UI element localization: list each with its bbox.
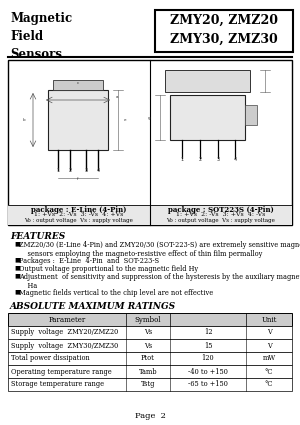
Bar — [8, 313, 292, 326]
Bar — [8, 352, 292, 365]
Bar — [150, 205, 292, 225]
Text: g: g — [148, 116, 151, 119]
Text: °C: °C — [265, 368, 273, 376]
Text: f: f — [77, 177, 79, 181]
Text: V: V — [267, 329, 272, 337]
Text: package : E-Line (4-Pin): package : E-Line (4-Pin) — [31, 206, 127, 214]
Text: Unit: Unit — [261, 315, 277, 323]
Text: ■: ■ — [14, 273, 20, 278]
Text: 1: 1 — [180, 157, 184, 162]
Text: b: b — [23, 118, 26, 122]
Text: 3: 3 — [84, 168, 88, 173]
Text: e: e — [124, 118, 127, 122]
Bar — [165, 70, 250, 92]
Text: 1: +Vs  2: -Vs  3: -Vs  4: +Vs: 1: +Vs 2: -Vs 3: -Vs 4: +Vs — [34, 212, 124, 217]
Text: -65 to +150: -65 to +150 — [188, 380, 228, 388]
Text: ZMZ20/30 (E-Line 4-Pin) and ZMY20/30 (SOT-223-S) are extremely sensitive magneti: ZMZ20/30 (E-Line 4-Pin) and ZMY20/30 (SO… — [19, 241, 300, 258]
Text: Output voltage proportional to the magnetic field Hy: Output voltage proportional to the magne… — [19, 265, 198, 273]
Text: FEATURES: FEATURES — [10, 232, 65, 241]
Text: 15: 15 — [204, 342, 212, 349]
Bar — [155, 10, 293, 52]
Text: Adjustment  of sensitivity and suppression of the hysteresis by the auxiliary ma: Adjustment of sensitivity and suppressio… — [19, 273, 300, 290]
Text: Vo : output voltage  Vs : supply voltage: Vo : output voltage Vs : supply voltage — [167, 218, 275, 223]
Text: 2: 2 — [198, 157, 202, 162]
Text: 1: +Vs  2: -Vs  3: +Vs  4: -Vs: 1: +Vs 2: -Vs 3: +Vs 4: -Vs — [176, 212, 266, 217]
Text: Page  2: Page 2 — [135, 412, 165, 420]
Text: mW: mW — [262, 354, 276, 363]
Text: Vs: Vs — [144, 342, 152, 349]
Text: c: c — [77, 81, 79, 85]
Bar — [53, 80, 103, 90]
Text: 120: 120 — [202, 354, 214, 363]
Text: Storage temperature range: Storage temperature range — [11, 380, 104, 388]
Text: Supply  voltage  ZMY30/ZMZ30: Supply voltage ZMY30/ZMZ30 — [11, 342, 118, 349]
Text: 12: 12 — [204, 329, 212, 337]
Text: Ptot: Ptot — [141, 354, 155, 363]
Bar — [48, 90, 108, 150]
Text: Operating temperature range: Operating temperature range — [11, 368, 112, 376]
Text: °C: °C — [265, 380, 273, 388]
Text: 3: 3 — [216, 157, 220, 162]
Text: Tstg: Tstg — [141, 380, 155, 388]
Text: 4: 4 — [96, 168, 100, 173]
Bar — [8, 378, 292, 391]
Text: Parameter: Parameter — [48, 315, 86, 323]
Text: ABSOLUTE MAXIMUM RATINGS: ABSOLUTE MAXIMUM RATINGS — [10, 302, 176, 311]
Text: ZMY20, ZMZ20
ZMY30, ZMZ30: ZMY20, ZMZ20 ZMY30, ZMZ30 — [170, 14, 278, 46]
Bar — [8, 326, 292, 339]
Text: V: V — [267, 342, 272, 349]
Text: a: a — [116, 95, 119, 99]
Bar — [8, 205, 150, 225]
Text: ■: ■ — [14, 257, 20, 262]
Text: Packages :  E-Line  4-Pin  and  SOT-223-S: Packages : E-Line 4-Pin and SOT-223-S — [19, 257, 159, 265]
Text: Total power dissipation: Total power dissipation — [11, 354, 90, 363]
Text: Symbol: Symbol — [135, 315, 161, 323]
Text: 1: 1 — [56, 168, 60, 173]
Text: Magnetic fields vertical to the chip level are not effective: Magnetic fields vertical to the chip lev… — [19, 289, 213, 297]
Bar — [245, 105, 257, 125]
Bar — [8, 365, 292, 378]
Text: Vs: Vs — [144, 329, 152, 337]
Text: Supply  voltage  ZMY20/ZMZ20: Supply voltage ZMY20/ZMZ20 — [11, 329, 118, 337]
Text: Tamb: Tamb — [139, 368, 157, 376]
Text: ■: ■ — [14, 241, 20, 246]
Bar — [8, 339, 292, 352]
Text: 2: 2 — [68, 168, 72, 173]
Bar — [170, 95, 245, 140]
Text: ■: ■ — [14, 289, 20, 294]
Text: Vo : output voltage  Vs : supply voltage: Vo : output voltage Vs : supply voltage — [25, 218, 134, 223]
Text: -40 to +150: -40 to +150 — [188, 368, 228, 376]
Text: ■: ■ — [14, 265, 20, 270]
Text: package : SOT223S (4-Pin): package : SOT223S (4-Pin) — [168, 206, 274, 214]
Text: 4: 4 — [233, 157, 237, 162]
Bar — [8, 60, 292, 225]
Text: Magnetic
Field
Sensors: Magnetic Field Sensors — [10, 12, 72, 61]
